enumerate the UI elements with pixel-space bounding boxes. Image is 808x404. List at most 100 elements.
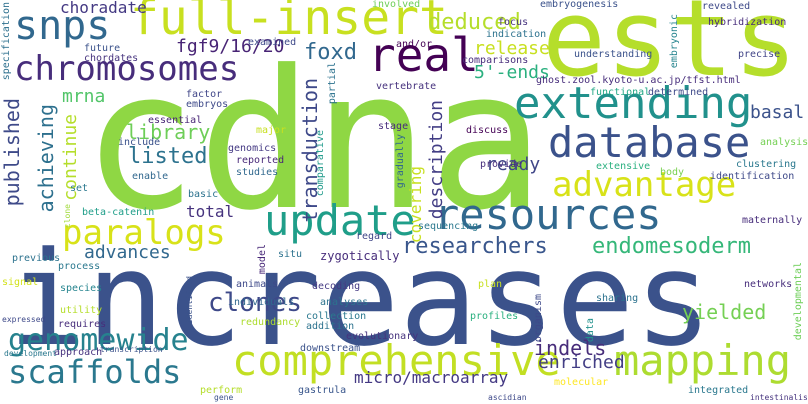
word-comparisons: comparisons (462, 55, 529, 66)
word-focus: focus (498, 17, 529, 28)
word-sequencing: sequencing (418, 221, 479, 232)
word-studies: studies (236, 167, 279, 178)
word-micro-macroarray: micro/macroarray (354, 368, 509, 387)
word-and-or: and/or (396, 39, 433, 50)
word-cdna: cdna (82, 30, 545, 253)
word-stage: stage (378, 121, 409, 132)
word-include: include (118, 137, 161, 148)
word-analyses: analyses (320, 297, 369, 308)
word-scaffolds: scaffolds (8, 353, 182, 391)
word-published: published (0, 98, 24, 207)
word-plan: plan (478, 279, 503, 290)
word-extensive: extensive (596, 161, 651, 172)
word-intestinalis: intestinalis (750, 393, 808, 402)
word-sharing: sharing (596, 293, 639, 304)
word-previous: previous (12, 253, 61, 264)
word-essential: essential (148, 115, 203, 126)
word-regard: regard (356, 231, 393, 242)
word-basic: basic (188, 189, 219, 200)
word-resources: resources (434, 190, 662, 239)
word-fgf9-16-20: fgf9/16/20 (176, 36, 285, 57)
word-deduced: deduced (428, 10, 521, 35)
word-expressed: expressed (2, 315, 46, 324)
word-embryos: embryos (186, 99, 229, 110)
word-listed: listed (128, 144, 208, 169)
word-foxd: foxd (304, 40, 357, 65)
word-release: release (474, 38, 550, 59)
word-discuss: discuss (466, 125, 509, 136)
word-embryonic: embryonic (669, 14, 680, 69)
word-approach: approach (54, 347, 103, 358)
word-reported: reported (236, 155, 285, 166)
word-enriched: enriched (538, 352, 625, 373)
word-collection: collection (306, 311, 367, 322)
word-determined: determined (648, 87, 709, 98)
word-molecular: molecular (554, 377, 609, 388)
word-analysis: analysis (760, 137, 808, 148)
word-genomics: genomics (228, 143, 277, 154)
word-integrated: integrated (688, 385, 749, 396)
word-choradate: choradate (60, 0, 147, 17)
word-gradually: gradually (395, 134, 406, 189)
word-identification: identification (710, 171, 795, 182)
word-process: process (58, 261, 101, 272)
word-clone: clone (63, 204, 72, 229)
word-vertebrate: vertebrate (376, 81, 437, 92)
word-clustering: clustering (736, 159, 797, 170)
word-indication: indication (486, 29, 547, 40)
word-researchers: researchers (402, 234, 548, 259)
word-provide: provide (480, 159, 523, 170)
word-genomewide: genomewide (8, 323, 189, 358)
word-ascidian: ascidian (488, 393, 527, 402)
word-set: set (70, 183, 89, 194)
word-database: database (548, 118, 751, 167)
word-redundancy: redundancy (240, 317, 301, 328)
word-involved: involved (372, 0, 421, 10)
word-situ: situ (278, 249, 303, 260)
word-paralogs: paralogs (62, 213, 226, 253)
word-profiles: profiles (470, 311, 519, 322)
word-perform: perform (200, 385, 243, 396)
word-extending: extending (514, 78, 753, 129)
word-future: future (84, 43, 121, 54)
word-hybridization: hybridization (708, 17, 787, 28)
word-indels: indels (534, 336, 607, 360)
word-partial: partial (327, 62, 338, 105)
word-gene: gene (214, 393, 234, 402)
word-chromosomes: chromosomes (14, 49, 240, 89)
word-signal: signal (2, 277, 39, 288)
word-revealed: revealed (702, 1, 751, 12)
word-5-ends: 5'-ends (474, 62, 550, 83)
word-body: body (660, 167, 685, 178)
word-snps: snps (14, 3, 111, 49)
word-embryogenesis: embryogenesis (540, 0, 619, 10)
word-development: development (4, 349, 57, 358)
word-real: real (368, 28, 479, 82)
word-networks: networks (744, 279, 793, 290)
word-ready: ready (486, 154, 541, 175)
word-examined: examined (248, 37, 297, 48)
word-chordates: chordates (84, 53, 139, 64)
word-developmental: developmental (793, 262, 804, 341)
word-basal: basal (750, 102, 805, 123)
word-comparative: comparative (315, 130, 326, 197)
word-library: library (126, 120, 211, 144)
word-requires: requires (58, 319, 107, 330)
word-ghost-url: ghost.zool.kyoto-u.ac.jp/tfst.html (536, 75, 741, 86)
word-understanding: understanding (574, 49, 653, 60)
word-yielded: yielded (682, 300, 767, 324)
word-ests: ests (542, 0, 798, 100)
word-factor: factor (186, 89, 223, 100)
word-mrna: mrna (62, 86, 106, 107)
word-transcription: transcription (100, 345, 163, 354)
word-advantage: advantage (552, 165, 737, 205)
word-description: description (426, 100, 447, 220)
word-achieving: achieving (34, 104, 58, 213)
word-functional: functional (590, 87, 651, 98)
word-evolutionary: evolutionary (346, 331, 419, 342)
word-mapping: mapping (614, 336, 792, 385)
word-utility: utility (60, 305, 103, 316)
word-full-insert: full-insert (130, 0, 448, 46)
word-comprehensive: comprehensive (232, 336, 561, 385)
word-model: model (257, 244, 268, 275)
